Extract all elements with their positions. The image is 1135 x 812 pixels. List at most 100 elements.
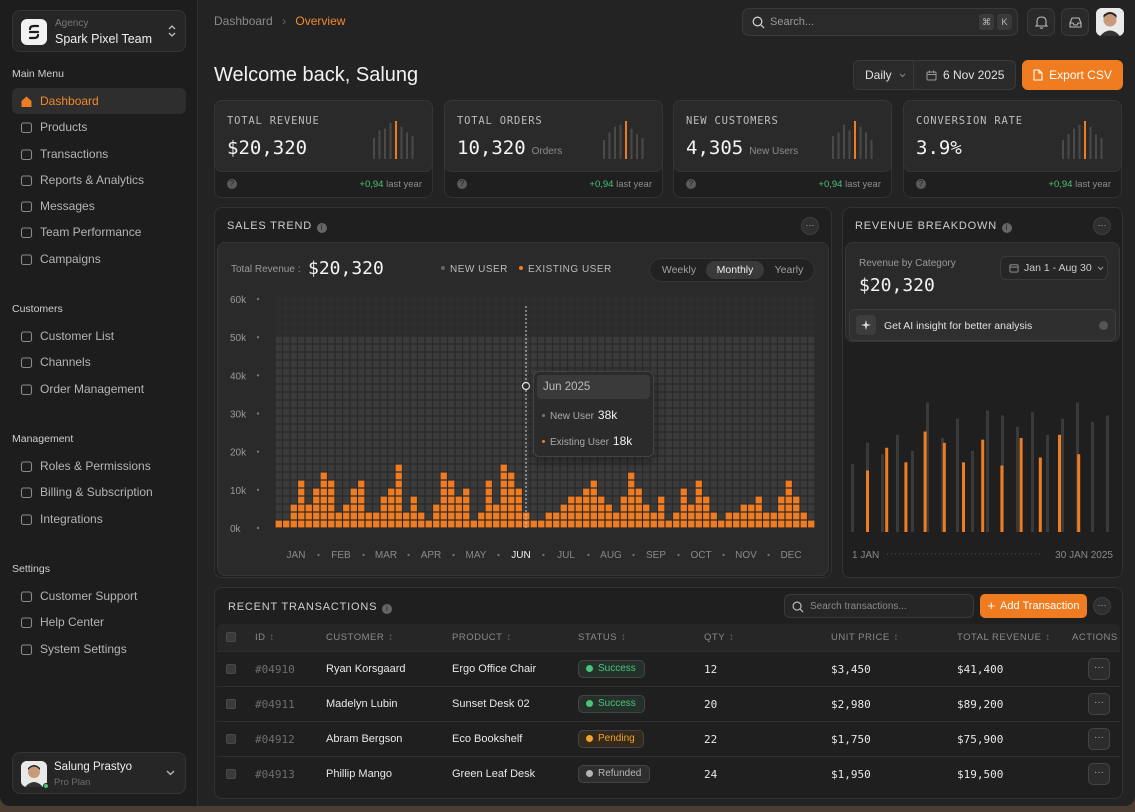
- row-actions-button[interactable]: ···: [1088, 728, 1110, 750]
- bar-cell-new: [725, 344, 732, 352]
- bar-cell-new: [725, 328, 732, 336]
- bar-cell-existing: [590, 496, 597, 504]
- sidebar-item-messages[interactable]: Messages: [12, 193, 186, 219]
- sidebar-item-transactions[interactable]: Transactions: [12, 141, 186, 167]
- column-header[interactable]: CUSTOMER ↕: [326, 632, 393, 643]
- tab-yearly[interactable]: Yearly: [774, 264, 804, 276]
- sidebar-item-team-performance[interactable]: Team Performance: [12, 219, 186, 245]
- sidebar-item-billing-subscription[interactable]: Billing & Subscription: [12, 479, 186, 505]
- kpi-change-value: +0,94: [818, 179, 843, 190]
- sidebar-item-customer-support[interactable]: Customer Support: [12, 583, 186, 609]
- bar-cell-new: [478, 304, 485, 312]
- row-checkbox[interactable]: [226, 734, 236, 744]
- breadcrumb-parent[interactable]: Dashboard: [214, 14, 273, 28]
- table-row[interactable]: #04912 Abram Bergson Eco Bookshelf Pending 2…: [217, 721, 1120, 756]
- column-header[interactable]: PRODUCT ↕: [452, 632, 512, 643]
- tab-weekly[interactable]: Weekly: [661, 264, 697, 276]
- sidebar-item-campaigns[interactable]: Campaigns: [12, 246, 186, 272]
- bar-cell-new: [688, 320, 695, 328]
- bar-cell-new: [718, 328, 725, 336]
- bar-cell-existing: [590, 480, 597, 488]
- column-header[interactable]: QTY ↕: [704, 632, 734, 643]
- bar-cell-new: [335, 456, 342, 464]
- bar-cell-new: [665, 432, 672, 440]
- search-input[interactable]: Search... ⌘ K: [742, 8, 1018, 36]
- sales-trend-more-button[interactable]: ···: [801, 217, 819, 235]
- profile-avatar[interactable]: [1096, 8, 1124, 36]
- sidebar-item-system-settings[interactable]: System Settings: [12, 636, 186, 662]
- bar-cell-new: [635, 344, 642, 352]
- bar-cell-new: [328, 392, 335, 400]
- bar-cell-new: [305, 360, 312, 368]
- team-switcher[interactable]: Agency Spark Pixel Team: [12, 10, 186, 52]
- sidebar-item-dashboard[interactable]: Dashboard: [12, 88, 186, 114]
- bar-cell-new: [553, 344, 560, 352]
- bar-cell-new: [658, 360, 665, 368]
- bar-cell-new: [388, 336, 395, 344]
- bar-cell-new: [560, 312, 567, 320]
- table-row[interactable]: #04911 Madelyn Lubin Sunset Desk 02 Success…: [217, 686, 1120, 721]
- bar-cell-new: [770, 344, 777, 352]
- row-checkbox[interactable]: [226, 664, 236, 674]
- bar-cell-existing: [755, 504, 762, 512]
- bar-cell-new: [748, 472, 755, 480]
- column-header[interactable]: TOTAL REVENUE ↕: [957, 632, 1051, 643]
- row-checkbox[interactable]: [226, 699, 236, 709]
- sidebar-item-channels[interactable]: Channels: [12, 349, 186, 375]
- transactions-more-button[interactable]: ···: [1093, 597, 1111, 615]
- sidebar-item-products[interactable]: Products: [12, 114, 186, 140]
- bar-cell-new: [680, 448, 687, 456]
- bar-cell-new: [770, 320, 777, 328]
- bar-cell-new: [500, 296, 507, 304]
- bar-cell-new: [778, 344, 785, 352]
- export-csv-button[interactable]: Export CSV: [1022, 60, 1123, 90]
- date-range-select[interactable]: Jan 1 - Aug 30: [1000, 256, 1108, 280]
- bar-cell-new: [305, 320, 312, 328]
- column-header[interactable]: STATUS ↕: [578, 632, 626, 643]
- kpi-change: +0,94 last year: [818, 179, 881, 190]
- period-select[interactable]: Daily: [853, 60, 914, 90]
- revenue-breakdown-chart[interactable]: 1 JAN 30 JAN 2025: [845, 350, 1120, 565]
- sidebar-item-customer-list[interactable]: Customer List: [12, 323, 186, 349]
- bar-cell-new: [583, 360, 590, 368]
- bar-cell-new: [725, 384, 732, 392]
- select-all-checkbox[interactable]: [226, 632, 236, 642]
- row-checkbox[interactable]: [226, 769, 236, 779]
- bar-cell-new: [658, 488, 665, 496]
- bar-cell-new: [425, 344, 432, 352]
- row-actions-button[interactable]: ···: [1088, 693, 1110, 715]
- sidebar-item-roles-permissions[interactable]: Roles & Permissions: [12, 453, 186, 479]
- row-actions-button[interactable]: ···: [1088, 658, 1110, 680]
- bar-cell-existing: [493, 504, 500, 512]
- date-picker[interactable]: 6 Nov 2025: [913, 60, 1016, 90]
- table-row[interactable]: #04910 Ryan Korsgaard Ergo Office Chair Suc…: [217, 651, 1120, 686]
- bar-cell-new: [455, 344, 462, 352]
- background-bar: [956, 418, 959, 532]
- column-header[interactable]: ID ↕: [255, 632, 275, 643]
- tab-monthly[interactable]: Monthly: [706, 261, 764, 279]
- bar-cell-new: [463, 328, 470, 336]
- sidebar-item-integrations[interactable]: Integrations: [12, 506, 186, 532]
- row-actions-button[interactable]: ···: [1088, 763, 1110, 785]
- ai-insight-button[interactable]: Get AI insight for better analysis: [849, 309, 1116, 341]
- bar-cell-new: [515, 304, 522, 312]
- column-header[interactable]: UNIT PRICE ↕: [831, 632, 899, 643]
- revenue-breakdown-more-button[interactable]: ···: [1093, 217, 1111, 235]
- inbox-button[interactable]: [1061, 8, 1089, 36]
- bar-cell-new: [635, 352, 642, 360]
- notifications-button[interactable]: [1027, 8, 1055, 36]
- transactions-search-input[interactable]: Search transactions...: [784, 594, 974, 618]
- table-row[interactable]: #04913 Phillip Mango Green Leaf Desk Refund…: [217, 756, 1120, 791]
- sidebar-item-reports-analytics[interactable]: Reports & Analytics: [12, 167, 186, 193]
- bar-cell-new: [598, 336, 605, 344]
- user-menu[interactable]: Salung Prastyo Pro Plan: [12, 752, 186, 794]
- bar-cell-existing: [448, 504, 455, 512]
- status-label: Pending: [598, 733, 635, 744]
- sidebar-item-help-center[interactable]: Help Center: [12, 609, 186, 635]
- sidebar-item-order-management[interactable]: Order Management: [12, 376, 186, 402]
- bar-cell-new: [313, 416, 320, 424]
- bar-cell-new: [335, 392, 342, 400]
- add-transaction-button[interactable]: + Add Transaction: [980, 594, 1087, 618]
- bar-cell-new: [658, 368, 665, 376]
